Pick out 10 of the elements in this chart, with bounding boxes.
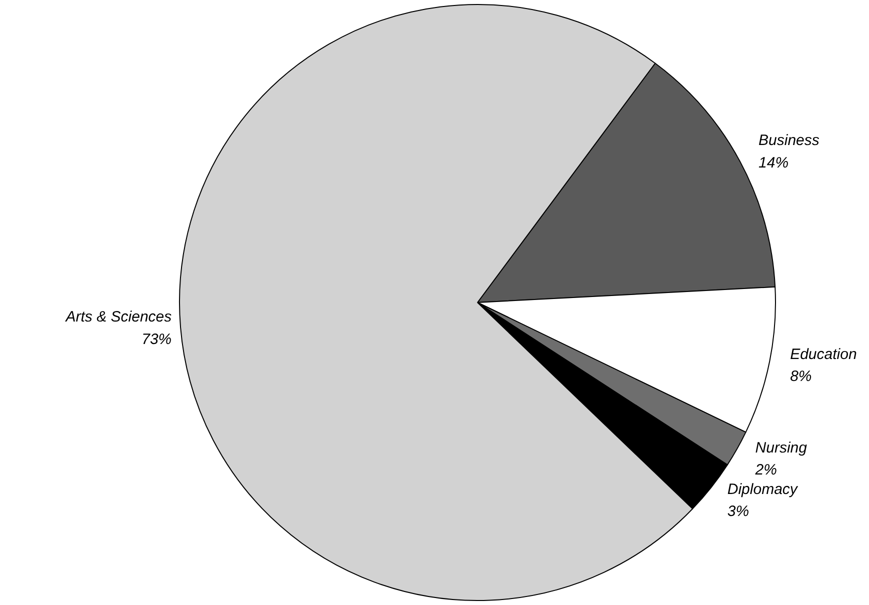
data-label: 14%	[758, 154, 789, 172]
slice-label: Education	[790, 346, 857, 363]
slice-label: Nursing	[755, 439, 808, 456]
data-label: 3%	[727, 503, 750, 520]
data-label: 73%	[142, 330, 172, 348]
data-label: 8%	[790, 368, 812, 386]
slice-label: Arts & Sciences	[64, 308, 172, 326]
data-label: 2%	[754, 462, 777, 479]
slice-label: Business	[758, 132, 820, 150]
slice-label: Diplomacy	[727, 480, 799, 498]
